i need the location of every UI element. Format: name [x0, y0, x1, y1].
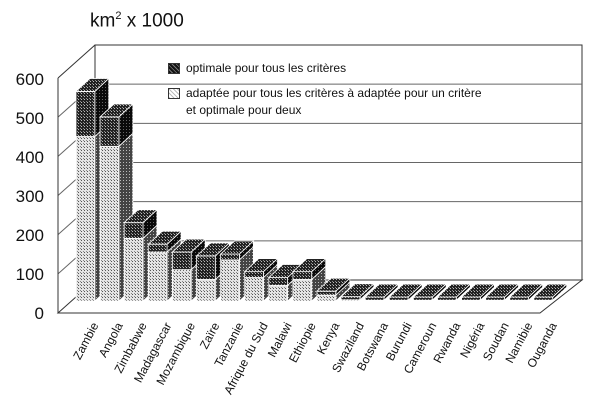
- legend-item-adapted: adaptée pour tous les critères à adaptée…: [168, 85, 482, 119]
- y-tick-300: 300: [15, 187, 44, 206]
- y-tick-600: 600: [15, 70, 44, 89]
- y-tick-200: 200: [15, 226, 44, 245]
- chart-title: km2 x 1000: [90, 10, 184, 32]
- y-tick-0: 0: [34, 304, 44, 323]
- legend-swatch-dark: [168, 63, 180, 75]
- y-tick-400: 400: [15, 148, 44, 167]
- y-tick-500: 500: [15, 109, 44, 128]
- y-tick-100: 100: [15, 265, 44, 284]
- legend-swatch-light: [168, 88, 180, 100]
- legend-item-optimal: optimale pour tous les critères: [168, 60, 346, 77]
